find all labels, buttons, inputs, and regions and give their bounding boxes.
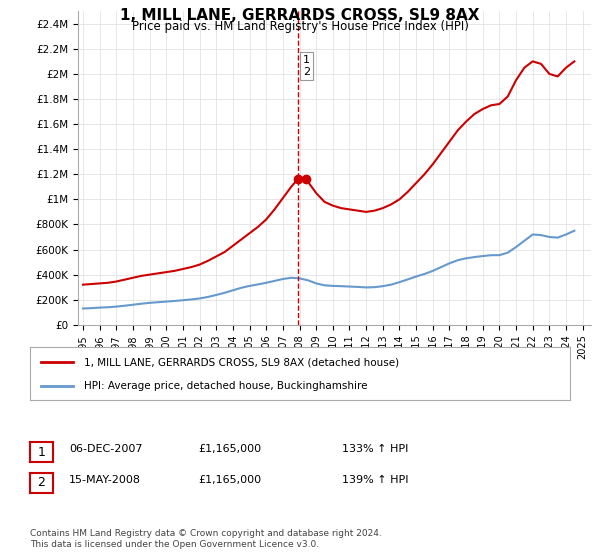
Text: 15-MAY-2008: 15-MAY-2008 [69, 475, 141, 486]
Text: 2: 2 [37, 477, 46, 489]
Text: 139% ↑ HPI: 139% ↑ HPI [342, 475, 409, 486]
Text: £1,165,000: £1,165,000 [198, 445, 261, 455]
Text: 1: 1 [37, 446, 46, 459]
Text: 1, MILL LANE, GERRARDS CROSS, SL9 8AX: 1, MILL LANE, GERRARDS CROSS, SL9 8AX [120, 8, 480, 24]
Text: 133% ↑ HPI: 133% ↑ HPI [342, 445, 409, 455]
Text: 1, MILL LANE, GERRARDS CROSS, SL9 8AX (detached house): 1, MILL LANE, GERRARDS CROSS, SL9 8AX (d… [84, 357, 399, 367]
Text: 1
2: 1 2 [303, 55, 310, 77]
Text: Price paid vs. HM Land Registry's House Price Index (HPI): Price paid vs. HM Land Registry's House … [131, 20, 469, 32]
Text: Contains HM Land Registry data © Crown copyright and database right 2024.
This d: Contains HM Land Registry data © Crown c… [30, 529, 382, 549]
Text: £1,165,000: £1,165,000 [198, 475, 261, 486]
Text: 06-DEC-2007: 06-DEC-2007 [69, 445, 143, 455]
Text: HPI: Average price, detached house, Buckinghamshire: HPI: Average price, detached house, Buck… [84, 380, 367, 390]
